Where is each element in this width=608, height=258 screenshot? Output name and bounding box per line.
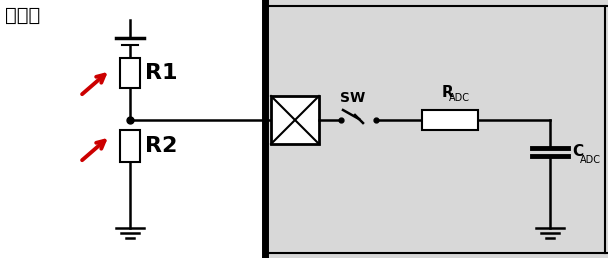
Text: ADC: ADC <box>580 155 601 165</box>
Bar <box>0 0 265 258</box>
Text: R2: R2 <box>145 136 178 156</box>
Text: C: C <box>572 144 583 159</box>
Text: R: R <box>442 85 454 100</box>
Bar <box>120 130 140 162</box>
Text: SW: SW <box>340 91 365 105</box>
Bar <box>422 110 478 130</box>
Text: ADC: ADC <box>449 93 470 103</box>
Bar <box>271 96 319 144</box>
Text: R1: R1 <box>145 63 178 83</box>
Text: 锂电池: 锂电池 <box>5 6 40 25</box>
Bar <box>265 0 608 258</box>
Bar <box>120 58 140 88</box>
